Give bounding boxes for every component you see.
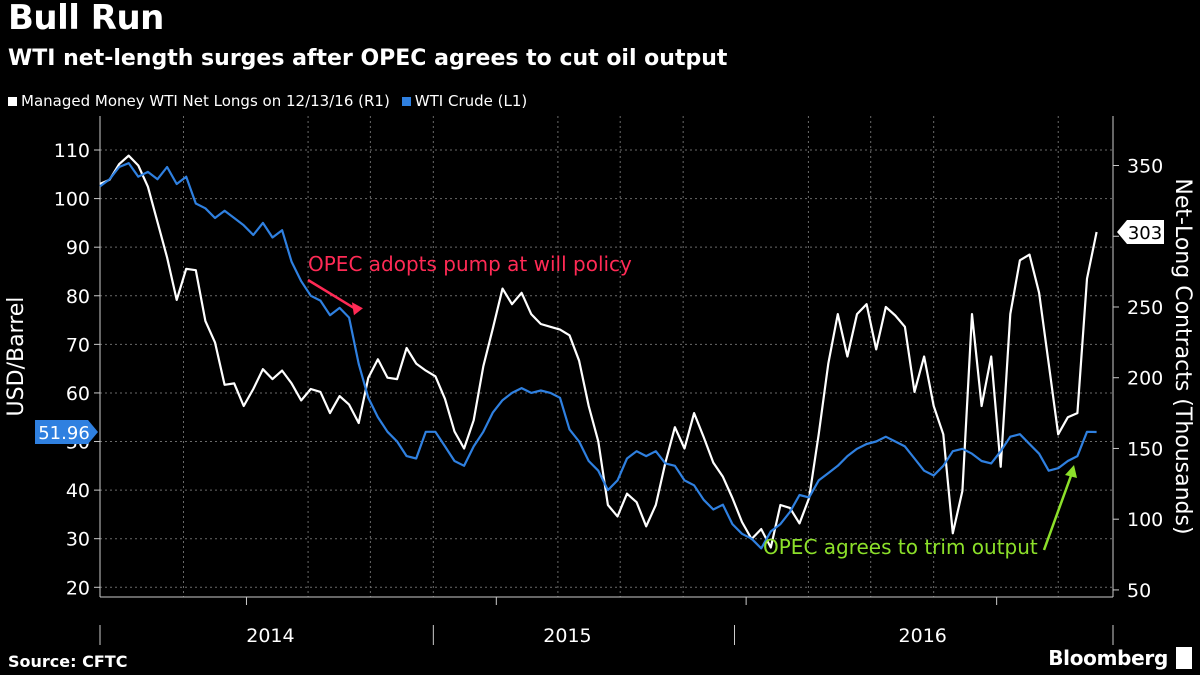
- legend-item-wti: WTI Crude (L1): [401, 92, 528, 110]
- right-axis-tick-label: 50: [1127, 580, 1151, 602]
- series-lines: [99, 154, 1098, 550]
- x-axis-tick-label: 2016: [899, 625, 947, 647]
- wti-last-value-label: 51.96: [38, 423, 90, 444]
- right-axis-tick-label: 250: [1127, 297, 1163, 319]
- x-axis-tick-label: 2015: [543, 625, 591, 647]
- left-axis-tick-label: 110: [54, 140, 90, 162]
- bloomberg-terminal-icon: [1176, 647, 1192, 669]
- net-longs-last-value-tag: [1117, 220, 1164, 245]
- wti-crude-line: [99, 162, 1097, 550]
- left-axis-tick-label: 100: [54, 189, 90, 211]
- annotation-opec-trim-output: OPEC agrees to trim output: [763, 535, 1038, 559]
- annotations: 303 51.96 OPEC adopts pump at will policy O…: [35, 220, 1164, 559]
- annotation-arrowhead-red: [351, 302, 363, 316]
- axes: 2030405060708090100110501001502002503003…: [4, 116, 1195, 647]
- annotation-opec-pump-at-will: OPEC adopts pump at will policy: [308, 252, 632, 276]
- legend-swatch-net-longs: [8, 96, 17, 106]
- left-axis-tick-label: 20: [66, 577, 90, 599]
- right-axis-title: Net-Long Contracts (Thousands): [1170, 178, 1195, 534]
- annotation-arrow-green: [1042, 472, 1074, 551]
- left-axis-tick-label: 90: [66, 237, 90, 259]
- legend-item-net-longs: Managed Money WTI Net Longs on 12/13/16 …: [8, 92, 390, 110]
- left-axis-tick-label: 70: [66, 334, 90, 356]
- right-axis-tick-label: 200: [1127, 368, 1163, 390]
- net-longs-last-value-label: 303: [1128, 223, 1162, 244]
- grid: [100, 116, 1113, 597]
- left-axis-tick-label: 60: [66, 383, 90, 405]
- right-axis-tick-label: 100: [1127, 509, 1163, 531]
- right-axis-tick-label: 150: [1127, 438, 1163, 460]
- left-axis-title: USD/Barrel: [4, 297, 29, 417]
- chart-subtitle: WTI net-length surges after OPEC agrees …: [8, 46, 728, 71]
- net-longs-line: [99, 154, 1098, 549]
- legend-label-wti: WTI Crude (L1): [414, 92, 528, 110]
- x-axis-tick-label: 2014: [246, 625, 294, 647]
- source-note: Source: CFTC: [8, 652, 128, 671]
- legend-swatch-wti: [401, 96, 411, 106]
- left-axis-tick-label: 80: [66, 286, 90, 308]
- chart-title: Bull Run: [8, 0, 164, 38]
- brand-label: Bloomberg: [1048, 646, 1168, 670]
- legend-label-net-longs: Managed Money WTI Net Longs on 12/13/16 …: [21, 92, 390, 110]
- annotation-arrowhead-green: [1065, 465, 1077, 478]
- left-axis-tick-label: 40: [66, 480, 90, 502]
- right-axis-tick-label: 350: [1127, 156, 1163, 178]
- left-axis-tick-label: 30: [66, 529, 90, 551]
- wti-last-value-tag: [35, 420, 98, 445]
- legend: Managed Money WTI Net Longs on 12/13/16 …: [8, 92, 527, 110]
- bloomberg-logo: Bloomberg: [1048, 646, 1192, 670]
- annotation-arrow-red: [307, 278, 357, 311]
